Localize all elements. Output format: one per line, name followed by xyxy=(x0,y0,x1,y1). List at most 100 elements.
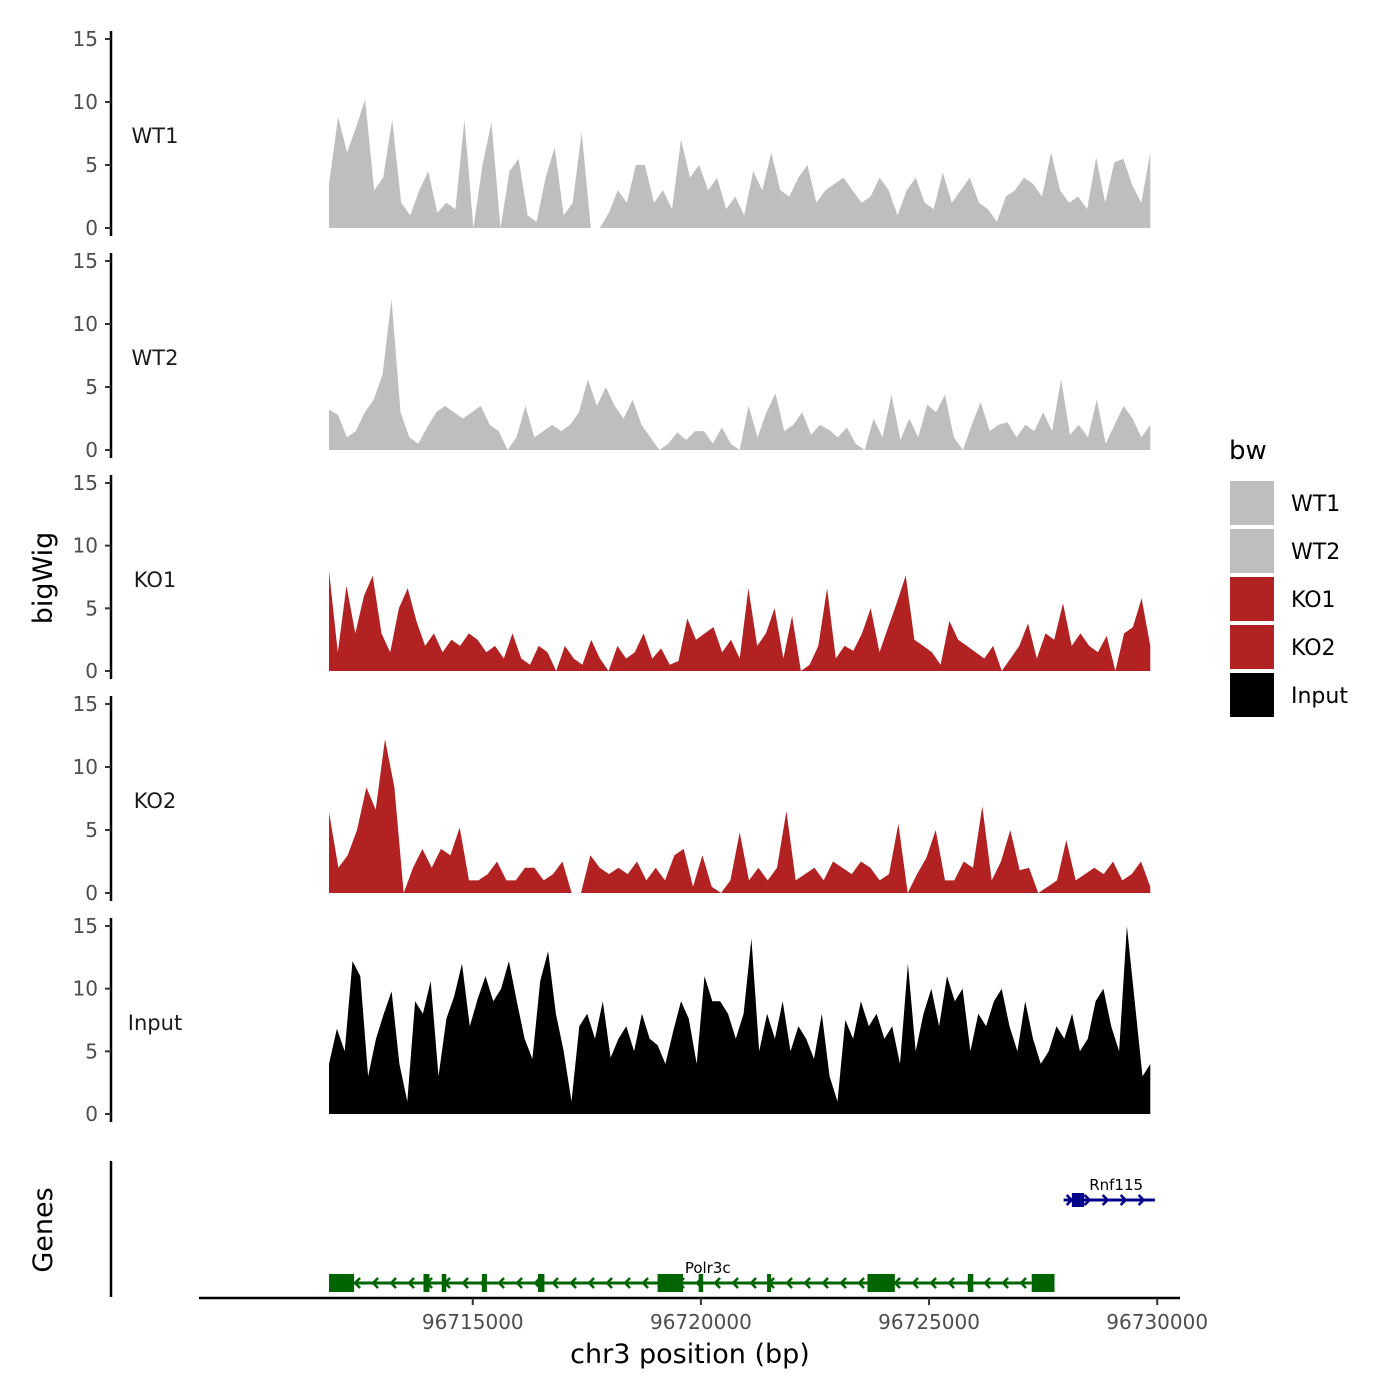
strand-arrow xyxy=(641,1277,649,1289)
legend: bw WT1 WT2 KO1 KO2 Input xyxy=(1228,436,1348,719)
exon xyxy=(538,1274,545,1292)
y-axis-title: bigWig xyxy=(28,532,59,625)
track-label-input: Input xyxy=(128,1011,182,1035)
strand-arrow xyxy=(1119,1194,1128,1206)
strand-arrow xyxy=(893,1277,901,1289)
strand-arrow xyxy=(569,1277,577,1289)
exon xyxy=(1071,1193,1085,1207)
exon xyxy=(967,1274,974,1292)
legend-swatch-ko1 xyxy=(1228,575,1276,623)
y-tick-label: 0 xyxy=(85,1102,98,1126)
x-tick-label: 96725000 xyxy=(878,1310,980,1334)
track-label-wt1: WT1 xyxy=(132,124,179,148)
strand-arrow xyxy=(1001,1277,1009,1289)
strand-arrow xyxy=(515,1277,523,1289)
y-tick-label: 10 xyxy=(73,534,98,558)
y-tick-label: 5 xyxy=(85,1039,98,1063)
x-axis: 96715000 96720000 96725000 96730000 xyxy=(199,1296,1208,1334)
strand-arrow xyxy=(839,1277,847,1289)
strand-arrow xyxy=(1137,1194,1146,1206)
y-tick-label: 5 xyxy=(85,375,98,399)
y-tick-label: 0 xyxy=(85,438,98,462)
strand-arrow xyxy=(785,1277,793,1289)
legend-swatch-wt1 xyxy=(1228,479,1276,527)
strand-arrow xyxy=(605,1277,613,1289)
strand-arrow xyxy=(461,1277,469,1289)
signal-tracks: 0 5 10 15 WT1 0 5 10 15 WT2 0 5 10 15 KO1 0 5 10 15 KO2 0 5 10… xyxy=(73,27,1151,1126)
x-tick-label: 96720000 xyxy=(650,1310,752,1334)
strand-arrow xyxy=(1101,1194,1110,1206)
strand-arrow xyxy=(623,1277,631,1289)
signal-area-ko1 xyxy=(329,570,1151,671)
exon xyxy=(698,1274,704,1292)
legend-title: bw xyxy=(1229,436,1267,466)
y-tick-label: 0 xyxy=(85,216,98,240)
strand-arrow xyxy=(389,1277,397,1289)
signal-area-wt2 xyxy=(329,298,1151,450)
exon xyxy=(867,1274,895,1292)
legend-swatch-ko2 xyxy=(1228,623,1276,671)
strand-arrow xyxy=(407,1277,415,1289)
strand-arrow xyxy=(497,1277,505,1289)
strand-arrow xyxy=(983,1277,991,1289)
exon xyxy=(767,1274,772,1292)
legend-swatch-wt2 xyxy=(1228,527,1276,575)
strand-arrow xyxy=(551,1277,559,1289)
genes-axis-title: Genes xyxy=(28,1187,59,1272)
y-tick-label: 5 xyxy=(85,153,98,177)
gene-label: Rnf115 xyxy=(1089,1176,1143,1194)
y-tick-label: 10 xyxy=(73,755,98,779)
strand-arrow xyxy=(353,1277,361,1289)
exon xyxy=(441,1274,447,1292)
gene-polr3c: Polr3c xyxy=(329,1259,1055,1292)
x-tick-label: 96715000 xyxy=(422,1310,524,1334)
gene-rnf115: Rnf115 xyxy=(1063,1176,1155,1207)
gene-track: Polr3c Rnf115 xyxy=(109,1161,1155,1297)
y-tick-label: 15 xyxy=(73,914,98,938)
signal-area-ko2 xyxy=(329,739,1151,893)
signal-area-wt1 xyxy=(329,99,1151,228)
signal-area-input xyxy=(329,926,1151,1114)
y-tick-label: 5 xyxy=(85,596,98,620)
strand-arrow xyxy=(803,1277,811,1289)
strand-arrow xyxy=(821,1277,829,1289)
strand-arrow xyxy=(911,1277,919,1289)
x-tick-label: 96730000 xyxy=(1106,1310,1208,1334)
y-tick-label: 15 xyxy=(73,249,98,273)
strand-arrow xyxy=(749,1277,757,1289)
legend-label-ko2: KO2 xyxy=(1291,636,1336,661)
y-tick-label: 0 xyxy=(85,659,98,683)
y-tick-label: 15 xyxy=(73,471,98,495)
y-tick-label: 15 xyxy=(73,692,98,716)
track-label-ko1: KO1 xyxy=(134,568,177,592)
legend-label-ko1: KO1 xyxy=(1291,588,1336,613)
y-tick-label: 10 xyxy=(73,90,98,114)
exon xyxy=(1031,1274,1055,1292)
y-tick-label: 10 xyxy=(73,312,98,336)
strand-arrow xyxy=(929,1277,937,1289)
exon xyxy=(423,1274,430,1292)
track-label-wt2: WT2 xyxy=(132,346,179,370)
strand-arrow xyxy=(731,1277,739,1289)
y-tick-label: 10 xyxy=(73,977,98,1001)
track-label-ko2: KO2 xyxy=(134,789,177,813)
strand-arrow xyxy=(857,1277,865,1289)
y-tick-label: 0 xyxy=(85,881,98,905)
strand-arrow xyxy=(1083,1194,1092,1206)
legend-label-wt2: WT2 xyxy=(1291,540,1340,565)
exon xyxy=(657,1274,684,1292)
exon xyxy=(481,1274,487,1292)
x-axis-title: chr3 position (bp) xyxy=(570,1339,810,1370)
y-tick-label: 15 xyxy=(73,27,98,51)
strand-arrow xyxy=(713,1277,721,1289)
strand-arrow xyxy=(947,1277,955,1289)
strand-arrow xyxy=(1065,1194,1074,1206)
exon xyxy=(329,1274,355,1292)
gene-label: Polr3c xyxy=(685,1259,731,1277)
legend-swatch-input xyxy=(1228,671,1276,719)
strand-arrow xyxy=(371,1277,379,1289)
y-tick-label: 5 xyxy=(85,818,98,842)
strand-arrow xyxy=(587,1277,595,1289)
legend-label-input: Input xyxy=(1291,684,1348,709)
